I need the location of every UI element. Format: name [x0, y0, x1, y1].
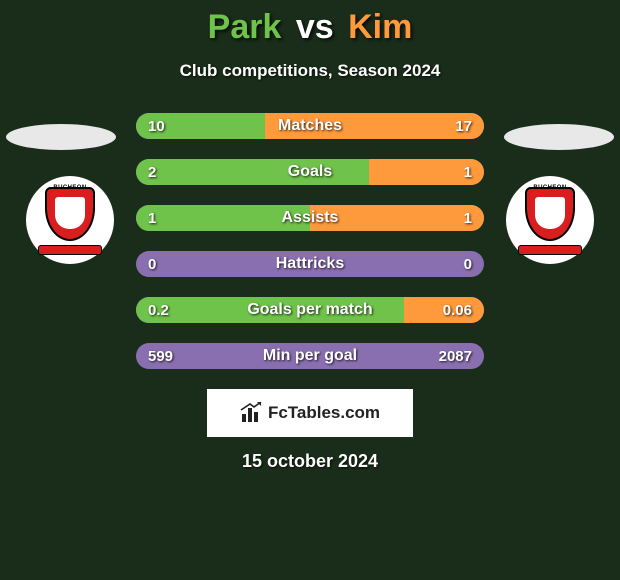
stat-label: Min per goal [136, 347, 484, 365]
title-right: Kim [348, 8, 412, 46]
club-badge-right: BUCHEON [506, 176, 594, 264]
brand-text: FcTables.com [268, 403, 380, 423]
stat-label: Matches [136, 117, 484, 135]
stat-value-right: 0.06 [443, 302, 472, 319]
stat-label: Goals per match [136, 301, 484, 319]
stat-row: 0.2Goals per match0.06 [136, 297, 484, 323]
bars-arrow-icon [240, 404, 262, 422]
stat-value-right: 0 [464, 256, 472, 273]
stat-row: 0Hattricks0 [136, 251, 484, 277]
stat-value-right: 17 [455, 118, 472, 135]
stat-row: 2Goals1 [136, 159, 484, 185]
stat-row: 10Matches17 [136, 113, 484, 139]
flag-right [504, 124, 614, 150]
stat-label: Hattricks [136, 255, 484, 273]
stat-row: 599Min per goal2087 [136, 343, 484, 369]
brand-box: FcTables.com [207, 389, 413, 437]
stat-label: Assists [136, 209, 484, 227]
stat-value-right: 2087 [439, 348, 472, 365]
stat-value-right: 1 [464, 164, 472, 181]
title: Park vs Kim [0, 0, 620, 47]
stats-bars: 10Matches172Goals11Assists10Hattricks00.… [136, 113, 484, 369]
stat-label: Goals [136, 163, 484, 181]
subtitle: Club competitions, Season 2024 [0, 61, 620, 81]
stat-row: 1Assists1 [136, 205, 484, 231]
date: 15 october 2024 [0, 451, 620, 472]
title-left: Park [208, 8, 282, 46]
title-sep: vs [296, 8, 334, 46]
flag-left [6, 124, 116, 150]
club-badge-left: BUCHEON [26, 176, 114, 264]
stat-value-right: 1 [464, 210, 472, 227]
